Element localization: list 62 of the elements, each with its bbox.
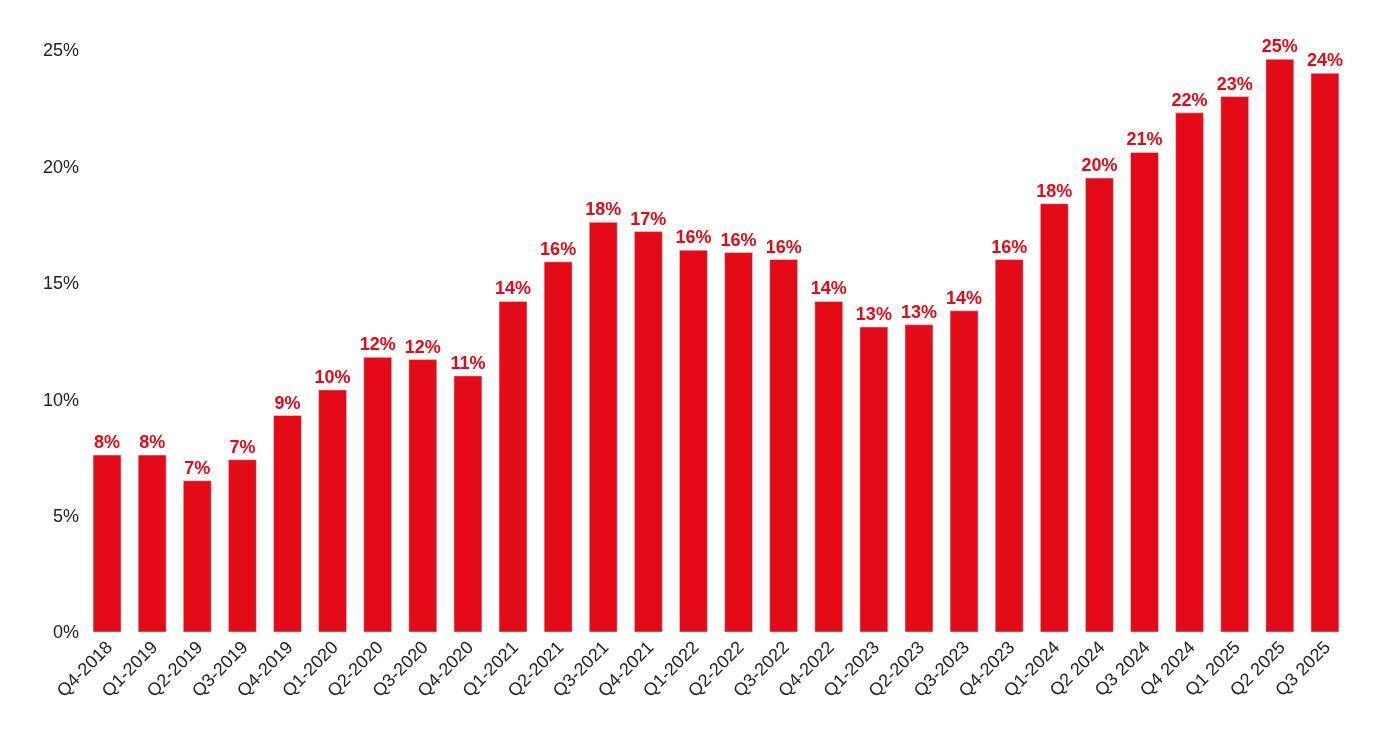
data-label: 25% [1261,36,1298,57]
bar [408,359,438,632]
data-label: 11% [450,352,486,373]
bar [1220,96,1249,632]
data-label: 10% [314,366,351,387]
data-label: 9% [274,392,301,413]
data-label: 8% [94,432,121,453]
data-label: 24% [1306,50,1343,71]
data-label: 13% [900,301,937,322]
y-tick-label: 15% [42,273,79,294]
bar [1130,152,1159,632]
bar [1085,177,1114,632]
data-label: 22% [1171,89,1208,110]
bar [1040,203,1069,632]
y-tick-label: 0% [52,622,79,643]
bar [228,459,257,632]
y-tick-label: 5% [52,505,79,526]
data-label: 8% [139,432,166,453]
data-label: 14% [810,278,847,299]
y-tick-label: 10% [42,389,79,410]
bar [994,259,1024,632]
bar [498,301,528,632]
bar [453,375,483,632]
data-label: 14% [495,278,532,299]
data-label: 21% [1126,129,1163,150]
bar [904,324,934,632]
bar [363,357,392,632]
data-label: 16% [675,227,712,248]
data-label: 12% [404,336,441,357]
data-label: 20% [1081,155,1118,176]
data-label: 16% [765,236,802,257]
data-label: 16% [540,238,577,259]
bar [679,249,708,632]
data-label: 17% [630,208,667,229]
bar [859,326,889,632]
y-tick-label: 20% [42,156,79,177]
bar [634,231,663,632]
data-label: 7% [184,457,211,478]
data-label: 7% [229,436,256,457]
bar [1265,59,1295,632]
data-label: 18% [1036,180,1073,201]
bar [769,259,798,632]
bar [543,261,573,632]
data-label: 12% [359,334,396,355]
bar [318,389,347,632]
data-label: 16% [720,229,757,250]
data-label: 16% [991,236,1028,257]
bar [183,480,212,632]
bar [589,222,618,632]
data-label: 18% [585,199,622,220]
bar [273,415,302,632]
bar [724,252,753,632]
bar [92,454,122,632]
bar [1310,73,1340,632]
data-label: 14% [946,287,983,308]
y-tick-label: 25% [42,40,79,61]
bar [949,310,979,632]
bar [137,454,167,632]
bar [814,301,843,632]
bar [1175,112,1204,632]
data-label: 13% [855,304,892,325]
data-label: 23% [1216,73,1253,94]
